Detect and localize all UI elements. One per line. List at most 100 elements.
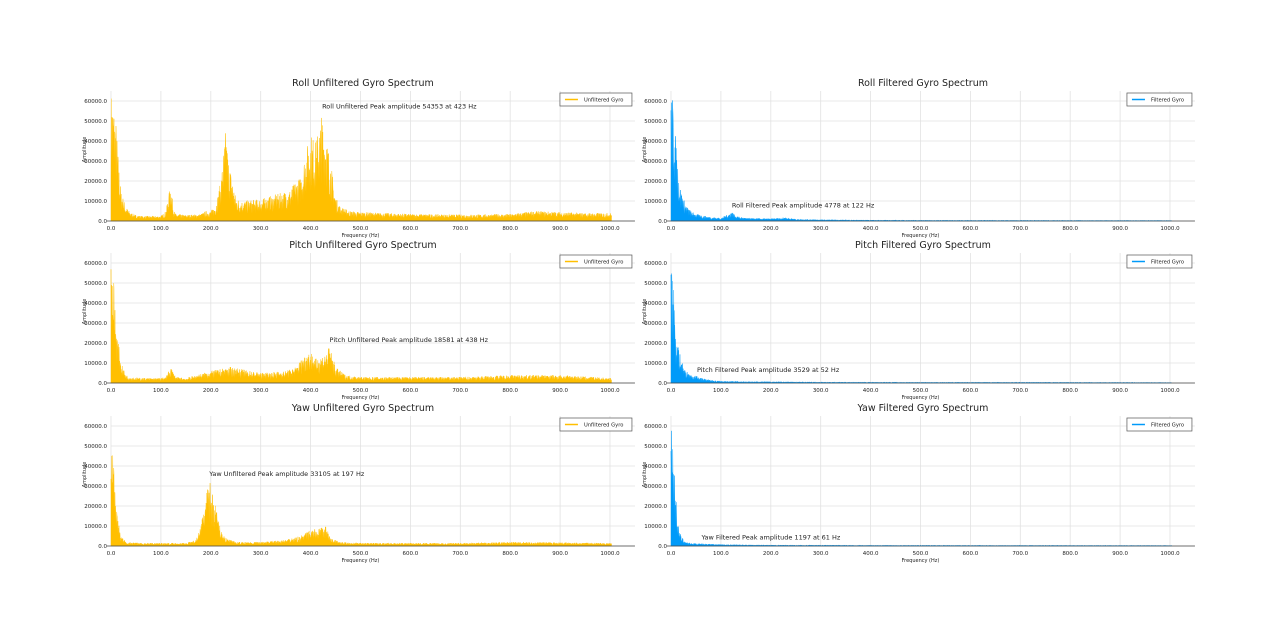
y-axis-label: Amplitude: [642, 299, 648, 325]
x-tick-label: 700.0: [1012, 551, 1028, 557]
subplot-title: Roll Filtered Gyro Spectrum: [858, 78, 988, 89]
x-tick-label: 0.0: [667, 551, 676, 557]
x-tick-label: 500.0: [913, 226, 929, 232]
y-tick-label: 30000.0: [644, 321, 667, 327]
legend: Filtered Gyro: [1126, 417, 1193, 432]
x-tick-label: 100.0: [153, 226, 169, 232]
y-axis-label: Amplitude: [82, 137, 88, 163]
spectrum-series: [110, 455, 612, 547]
x-tick-label: 400.0: [303, 388, 319, 394]
x-tick-label: 100.0: [153, 551, 169, 557]
x-tick-label: 200.0: [203, 551, 219, 557]
x-tick-label: 900.0: [552, 551, 568, 557]
x-tick-label: 700.0: [452, 226, 468, 232]
legend-box: [559, 417, 633, 432]
x-tick-label: 500.0: [913, 388, 929, 394]
y-tick-label: 50000.0: [84, 444, 107, 450]
x-tick-label: 300.0: [813, 551, 829, 557]
x-tick-label: 400.0: [863, 551, 879, 557]
x-tick-label: 400.0: [863, 388, 879, 394]
x-tick-label: 700.0: [1012, 226, 1028, 232]
subplot-yaw-filtered-gyro-spectrum: 0.0 100.0 200.0 300.0 400.0 500.0 600.0 700.0 80…: [642, 403, 1195, 564]
x-tick-label: 800.0: [1062, 551, 1078, 557]
x-tick-label: 1000.0: [600, 226, 620, 232]
x-tick-label: 200.0: [763, 226, 779, 232]
y-tick-label: 20000.0: [644, 179, 667, 185]
x-tick-label: 300.0: [813, 388, 829, 394]
y-tick-label: 0.0: [98, 544, 107, 550]
peak-annotation: Yaw Filtered Peak amplitude 1197 at 61 H…: [700, 534, 840, 542]
subplot-pitch-filtered-gyro-spectrum: 0.0 100.0 200.0 300.0 400.0 500.0 600.0 700.0 80…: [642, 240, 1195, 401]
peak-annotation: Yaw Unfiltered Peak amplitude 33105 at 1…: [208, 470, 365, 478]
x-tick-label: 900.0: [1112, 388, 1128, 394]
x-tick-label: 100.0: [713, 226, 729, 232]
legend: Unfiltered Gyro: [559, 92, 633, 107]
x-tick-label: 1000.0: [600, 551, 620, 557]
legend-box: [1126, 417, 1193, 432]
y-tick-label: 20000.0: [644, 504, 667, 510]
subplot-yaw-unfiltered-gyro-spectrum: 0.0 100.0 200.0 300.0 400.0 500.0 600.0 700.0 80…: [82, 403, 635, 564]
y-axis-label: Amplitude: [642, 462, 648, 488]
x-tick-label: 200.0: [763, 551, 779, 557]
y-tick-label: 40000.0: [644, 139, 667, 145]
x-tick-label: 200.0: [203, 226, 219, 232]
x-tick-label: 300.0: [253, 388, 269, 394]
x-tick-label: 600.0: [403, 226, 419, 232]
y-tick-label: 60000.0: [644, 99, 667, 105]
x-axis-label: Frequency (Hz): [342, 395, 380, 401]
x-tick-label: 200.0: [763, 388, 779, 394]
x-tick-label: 800.0: [502, 226, 518, 232]
y-tick-label: 0.0: [658, 381, 667, 387]
x-tick-label: 0.0: [107, 551, 116, 557]
x-tick-label: 400.0: [863, 226, 879, 232]
legend-label: Filtered Gyro: [1151, 98, 1184, 104]
subplot-title: Yaw Unfiltered Gyro Spectrum: [291, 403, 434, 414]
y-axis-label: Amplitude: [82, 462, 88, 488]
y-tick-label: 40000.0: [644, 464, 667, 470]
y-tick-label: 30000.0: [644, 484, 667, 490]
y-tick-label: 10000.0: [644, 199, 667, 205]
x-tick-label: 500.0: [353, 551, 369, 557]
y-tick-label: 20000.0: [84, 179, 107, 185]
x-axis-label: Frequency (Hz): [902, 233, 940, 239]
x-axis-label: Frequency (Hz): [342, 558, 380, 564]
subplot-roll-unfiltered-gyro-spectrum: 0.0 100.0 200.0 300.0 400.0 500.0 600.0 700.0 80…: [82, 78, 635, 239]
y-tick-label: 40000.0: [84, 139, 107, 145]
x-tick-label: 100.0: [713, 551, 729, 557]
y-tick-label: 30000.0: [644, 159, 667, 165]
x-tick-label: 1000.0: [1160, 388, 1180, 394]
x-tick-label: 0.0: [107, 226, 116, 232]
x-tick-label: 500.0: [913, 551, 929, 557]
y-tick-label: 60000.0: [644, 261, 667, 267]
y-tick-label: 50000.0: [84, 281, 107, 287]
legend: Filtered Gyro: [1126, 92, 1193, 107]
x-axis-label: Frequency (Hz): [902, 558, 940, 564]
y-tick-label: 40000.0: [644, 301, 667, 307]
x-tick-label: 800.0: [1062, 226, 1078, 232]
y-tick-label: 20000.0: [644, 341, 667, 347]
y-tick-label: 60000.0: [644, 424, 667, 430]
x-tick-label: 500.0: [353, 226, 369, 232]
x-tick-label: 1000.0: [600, 388, 620, 394]
x-tick-label: 300.0: [253, 226, 269, 232]
x-tick-label: 600.0: [403, 388, 419, 394]
x-tick-label: 200.0: [203, 388, 219, 394]
x-tick-label: 400.0: [303, 226, 319, 232]
subplot-title: Roll Unfiltered Gyro Spectrum: [292, 78, 434, 89]
y-tick-label: 0.0: [98, 381, 107, 387]
subplot-title: Pitch Filtered Gyro Spectrum: [855, 240, 991, 251]
x-tick-label: 500.0: [353, 388, 369, 394]
legend-label: Filtered Gyro: [1151, 260, 1184, 266]
x-tick-label: 600.0: [963, 226, 979, 232]
x-tick-label: 700.0: [452, 388, 468, 394]
y-tick-label: 40000.0: [84, 464, 107, 470]
legend-label: Filtered Gyro: [1151, 423, 1184, 429]
spectrum-series: [110, 269, 612, 384]
x-tick-label: 1000.0: [1160, 551, 1180, 557]
x-tick-label: 800.0: [502, 388, 518, 394]
y-tick-label: 10000.0: [84, 524, 107, 530]
legend-label: Unfiltered Gyro: [584, 260, 623, 266]
peak-annotation: Pitch Unfiltered Peak amplitude 18581 at…: [330, 336, 489, 344]
y-tick-label: 10000.0: [644, 524, 667, 530]
x-tick-label: 0.0: [667, 226, 676, 232]
